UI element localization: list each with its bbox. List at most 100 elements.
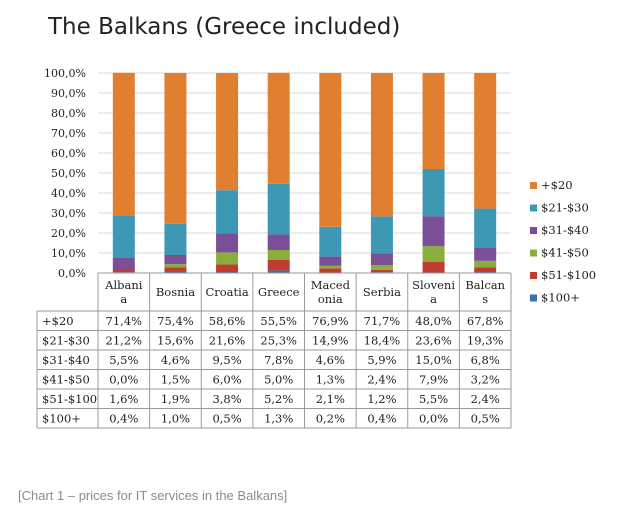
bar-segment-serbia-plus20 <box>370 73 393 217</box>
data-label: 0,4% <box>367 411 396 425</box>
data-label: 1,3% <box>264 411 293 425</box>
data-label: 2,1% <box>316 392 345 406</box>
bar-segment-balcans-plus20 <box>474 73 497 209</box>
gridlines <box>98 72 511 254</box>
data-label: 48,0% <box>415 314 452 328</box>
bar-segment-slovenia-31-40 <box>422 216 445 247</box>
data-label: 0,5% <box>212 411 241 425</box>
data-label: 0,0% <box>109 372 138 386</box>
data-label: 5,9% <box>367 353 396 367</box>
x-category-label: s <box>482 292 488 306</box>
y-tick-label: 10,0% <box>51 247 86 260</box>
data-label: 7,8% <box>264 353 293 367</box>
table-row-header: $100+ <box>42 411 81 425</box>
bar-segment-bosnia-plus20 <box>164 73 187 224</box>
bar-segment-serbia-21-30 <box>370 216 393 254</box>
data-label: 25,3% <box>260 333 297 347</box>
data-label: 1,6% <box>109 392 138 406</box>
bar-segment-bosnia-41-50 <box>164 264 187 268</box>
data-label: 5,0% <box>264 372 293 386</box>
legend-swatch-plus20 <box>530 182 537 189</box>
y-tick-label: 0,0% <box>58 267 86 280</box>
data-label: 5,5% <box>419 392 448 406</box>
data-label: 0,2% <box>316 411 345 425</box>
bar-segment-slovenia-plus20 <box>422 73 445 169</box>
chart-caption: [Chart 1 – prices for IT services in the… <box>18 488 288 503</box>
bar-segment-serbia-41-50 <box>370 265 393 270</box>
data-label: 21,2% <box>106 333 143 347</box>
data-label: 1,0% <box>161 411 190 425</box>
legend-label: $31-$40 <box>541 223 589 237</box>
legend-label: $100+ <box>541 291 580 305</box>
legend: +$20 $21-$30 $31-$40 $41-$50 $51-$100 $100+ <box>530 178 596 305</box>
bar-segment-bosnia-51-100 <box>164 267 187 271</box>
bar-segment-slovenia-41-50 <box>422 246 445 262</box>
legend-swatch-100plus <box>530 294 537 302</box>
data-label: 58,6% <box>209 314 246 328</box>
legend-swatch-51-100 <box>530 272 537 279</box>
bar-segment-greece-plus20 <box>267 72 290 184</box>
data-label: 5,5% <box>109 353 138 367</box>
legend-label: $41-$50 <box>541 246 589 260</box>
bar-segment-albania-21-30 <box>112 215 135 258</box>
legend-label: $21-$30 <box>541 201 589 215</box>
bar-segment-slovenia-51-100 <box>422 262 445 273</box>
data-label: 71,4% <box>106 314 143 328</box>
bar-segment-croatia-51-100 <box>216 264 239 272</box>
data-label: 1,3% <box>316 372 345 386</box>
data-label: 1,2% <box>367 392 396 406</box>
data-label: 4,6% <box>161 353 190 367</box>
x-category-label: Croatia <box>205 285 248 299</box>
x-category-label: a <box>120 292 127 306</box>
data-label: 9,5% <box>212 353 241 367</box>
bar-segment-serbia-51-100 <box>370 269 393 273</box>
data-label: 71,7% <box>364 314 401 328</box>
bar-segment-macedonia-51-100 <box>319 268 342 273</box>
bar-segment-balcans-31-40 <box>474 247 497 261</box>
bar-segment-bosnia-21-30 <box>164 223 187 255</box>
legend-label: $51-$100 <box>541 268 596 282</box>
data-label: 67,8% <box>467 314 504 328</box>
data-label: 55,5% <box>260 314 297 328</box>
data-label: 15,0% <box>415 353 452 367</box>
bar-segment-greece-51-100 <box>267 260 290 271</box>
y-tick-label: 90,0% <box>51 87 86 100</box>
y-tick-label: 30,0% <box>51 207 86 220</box>
bar-segment-balcans-51-100 <box>474 267 497 272</box>
table-row-header: $31-$40 <box>42 353 90 367</box>
data-label: 7,9% <box>419 372 448 386</box>
bar-segment-macedonia-21-30 <box>319 226 342 257</box>
y-tick-label: 70,0% <box>51 127 86 140</box>
data-label: 0,0% <box>419 411 448 425</box>
data-label: 76,9% <box>312 314 349 328</box>
x-category-label: Albani <box>104 278 143 292</box>
bar-segment-macedonia-31-40 <box>319 256 342 266</box>
x-category-label: Balcan <box>465 278 505 292</box>
bar-segment-croatia-21-30 <box>216 190 239 234</box>
data-label: 5,2% <box>264 392 293 406</box>
table-row-header: $41-$50 <box>42 372 90 386</box>
bar-segment-slovenia-21-30 <box>422 169 445 217</box>
bar-segment-balcans-41-50 <box>474 260 497 268</box>
data-label: 6,0% <box>212 372 241 386</box>
data-label: 1,5% <box>161 372 190 386</box>
x-category-label: Sloveni <box>412 278 455 292</box>
x-category-label: a <box>430 292 437 306</box>
bar-segment-bosnia-100plus <box>164 271 187 273</box>
bars <box>112 72 497 273</box>
x-category-label: Serbia <box>363 285 401 299</box>
bar-segment-greece-100plus <box>267 270 290 273</box>
data-label: 6,8% <box>471 353 500 367</box>
bar-segment-albania-51-100 <box>112 269 135 273</box>
table-row-header: +$20 <box>42 314 74 328</box>
data-label: 0,5% <box>471 411 500 425</box>
data-label: 0,4% <box>109 411 138 425</box>
data-label: 3,8% <box>212 392 241 406</box>
x-category-label: onia <box>318 292 343 306</box>
table-row-header: $21-$30 <box>42 333 90 347</box>
data-label: 23,6% <box>415 333 452 347</box>
bar-segment-greece-21-30 <box>267 183 290 235</box>
legend-swatch-21-30 <box>530 204 537 212</box>
bar-segment-bosnia-31-40 <box>164 255 187 265</box>
